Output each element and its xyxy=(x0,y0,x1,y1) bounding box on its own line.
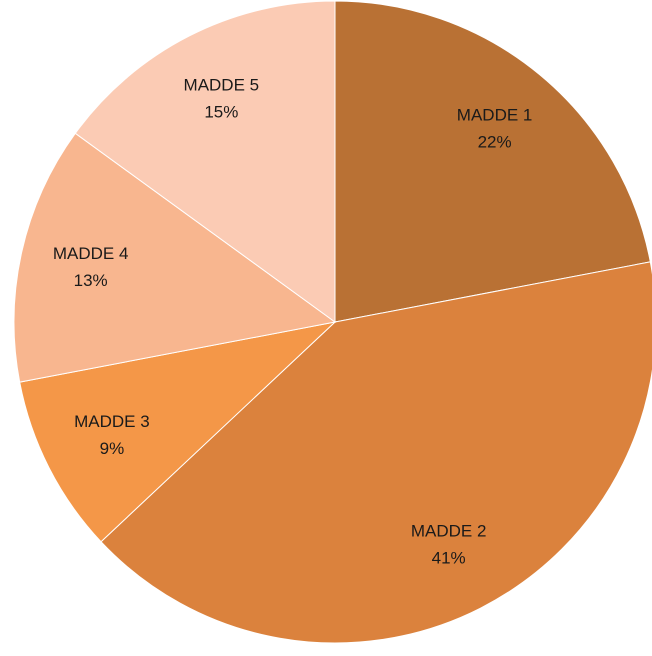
pie-slice xyxy=(100,261,652,644)
pie-slice xyxy=(334,0,651,323)
slice-value-label: 9% xyxy=(100,439,125,458)
slice-label: MADDE 3 xyxy=(74,412,150,431)
slice-value-label: 22% xyxy=(478,133,512,152)
slice-value-label: 15% xyxy=(204,102,238,121)
slice-label: MADDE 4 xyxy=(53,244,129,263)
slice-value-label: 13% xyxy=(74,271,108,290)
pie-slice xyxy=(74,0,336,323)
pie-slice xyxy=(13,132,337,383)
pie-slice xyxy=(19,321,337,543)
slice-label: MADDE 5 xyxy=(184,75,260,94)
slice-value-label: 41% xyxy=(432,549,466,568)
slice-label: MADDE 1 xyxy=(457,106,533,125)
slice-label: MADDE 2 xyxy=(411,522,487,541)
